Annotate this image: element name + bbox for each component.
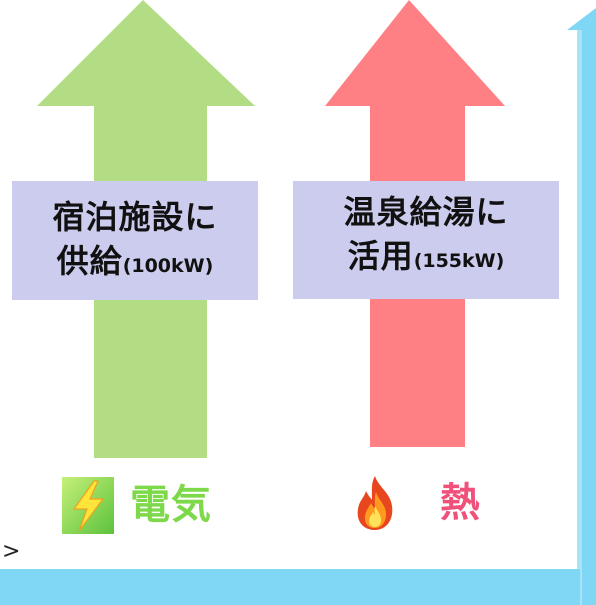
heat-label-amount: (155kW) (413, 250, 505, 272)
electricity-label-main: 供給 (56, 242, 123, 280)
cut-off-text: > (2, 539, 21, 564)
heat-label-line1: 温泉給湯に (343, 193, 509, 231)
electricity-label-amount: (100kW) (122, 255, 214, 277)
heat-label: 温泉給湯に 活用(155kW) (293, 181, 559, 299)
electricity-label-line2: 供給(100kW) (12, 239, 258, 288)
electricity-legend: 電気 (130, 482, 212, 528)
frame-bottom-bar (0, 569, 580, 605)
heat-legend: 熱 (440, 480, 480, 526)
electricity-label-line1: 宿泊施設に (52, 198, 218, 236)
electricity-label: 宿泊施設に 供給(100kW) (12, 181, 258, 300)
frame-right-bar (567, 8, 596, 605)
heat-label-main: 活用 (347, 237, 414, 275)
heat-label-line2: 活用(155kW) (293, 234, 559, 283)
fire-icon (357, 476, 393, 530)
lightning-bolt-icon (62, 477, 114, 534)
